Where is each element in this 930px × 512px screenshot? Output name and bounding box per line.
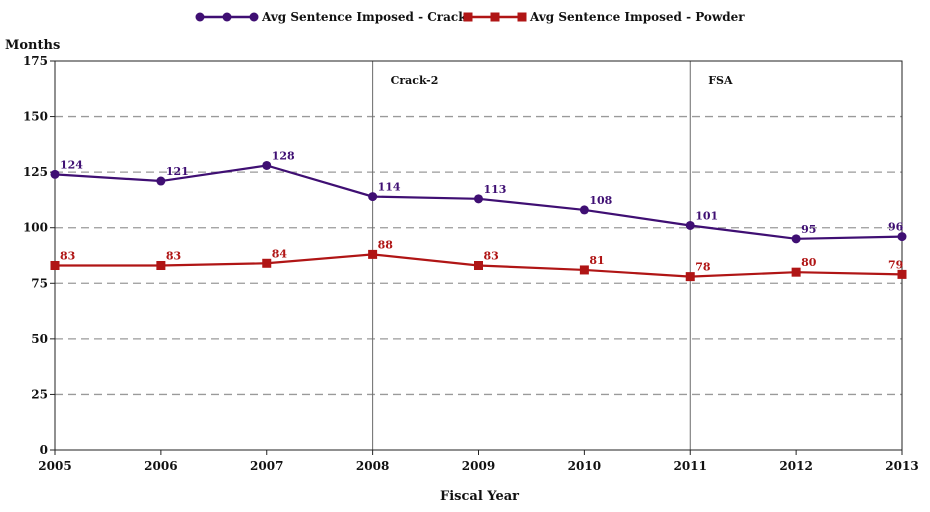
x-tick-label: 2006 [144,459,177,473]
data-point [579,205,589,215]
data-label: 80 [801,256,817,269]
x-tick-label: 2013 [885,459,918,473]
x-tick-label: 2010 [568,459,601,473]
annotation-label: FSA [708,74,733,87]
legend-marker [195,12,205,22]
legend-item: Avg Sentence Imposed - Crack [195,10,467,24]
x-tick-label: 2008 [356,459,389,473]
data-point [474,194,483,204]
legend-marker [517,12,527,22]
y-axis-title: Months [5,38,60,53]
x-axis: 2005 2006 2007 2008 2009 2010 2011 2012 2013 [38,450,919,473]
annotations: Crack-2 FSA [372,61,733,450]
data-point [262,160,272,170]
data-point [897,232,907,242]
gridlines [55,115,902,396]
legend-marker [463,12,473,22]
data-label: 101 [695,209,718,222]
data-label: 79 [888,258,903,271]
data-point [791,234,801,244]
data-point [685,272,695,282]
x-tick-label: 2007 [250,459,283,473]
annotation-label: Crack-2 [391,74,439,87]
data-label: 121 [166,165,189,178]
data-point [368,249,378,259]
data-label: 113 [484,183,507,196]
data-label: 78 [695,261,711,274]
x-tick-label: 2011 [674,459,707,473]
data-point [50,261,60,271]
data-point [156,176,166,186]
data-label: 88 [378,238,394,251]
y-tick-label: 75 [31,276,48,290]
data-label: 81 [589,254,604,267]
data-label: 84 [272,247,288,260]
data-point [474,261,483,271]
y-tick-label: 150 [23,110,48,124]
series-powder: 83 83 84 88 83 81 78 80 79 [50,238,907,282]
legend-label: Avg Sentence Imposed - Crack [261,10,467,24]
data-point [897,269,907,279]
legend-label: Avg Sentence Imposed - Powder [529,10,745,24]
legend: Avg Sentence Imposed - Crack Avg Sentence… [195,10,745,24]
y-tick-label: 125 [23,165,48,179]
data-label: 83 [60,250,75,263]
y-tick-label: 175 [23,54,48,68]
data-label: 128 [272,149,295,162]
data-label: 83 [166,250,181,263]
data-label: 83 [484,250,499,263]
data-point [50,169,60,179]
x-tick-label: 2009 [462,459,495,473]
legend-marker [490,12,500,22]
y-tick-label: 0 [40,443,48,457]
data-label: 108 [589,194,612,207]
data-label: 124 [60,158,83,171]
x-tick-label: 2012 [779,459,812,473]
data-point [368,192,378,202]
data-point [262,258,272,268]
data-point [791,267,801,277]
series-crack: 124 121 128 114 113 108 101 95 96 [50,149,907,244]
x-tick-label: 2005 [38,459,71,473]
legend-item: Avg Sentence Imposed - Powder [463,10,745,24]
legend-marker [222,12,232,22]
legend-marker [249,12,259,22]
y-axis: 0 25 50 75 100 125 150 175 [23,54,55,457]
y-tick-label: 50 [31,332,48,346]
data-point [685,220,695,230]
data-label: 95 [801,223,816,236]
x-axis-title: Fiscal Year [440,489,519,504]
data-point [579,265,589,275]
data-point [156,261,166,271]
data-label: 96 [888,221,904,234]
y-tick-label: 100 [23,221,48,235]
y-tick-label: 25 [31,387,48,401]
data-label: 114 [378,181,401,194]
plot-area [54,60,903,451]
